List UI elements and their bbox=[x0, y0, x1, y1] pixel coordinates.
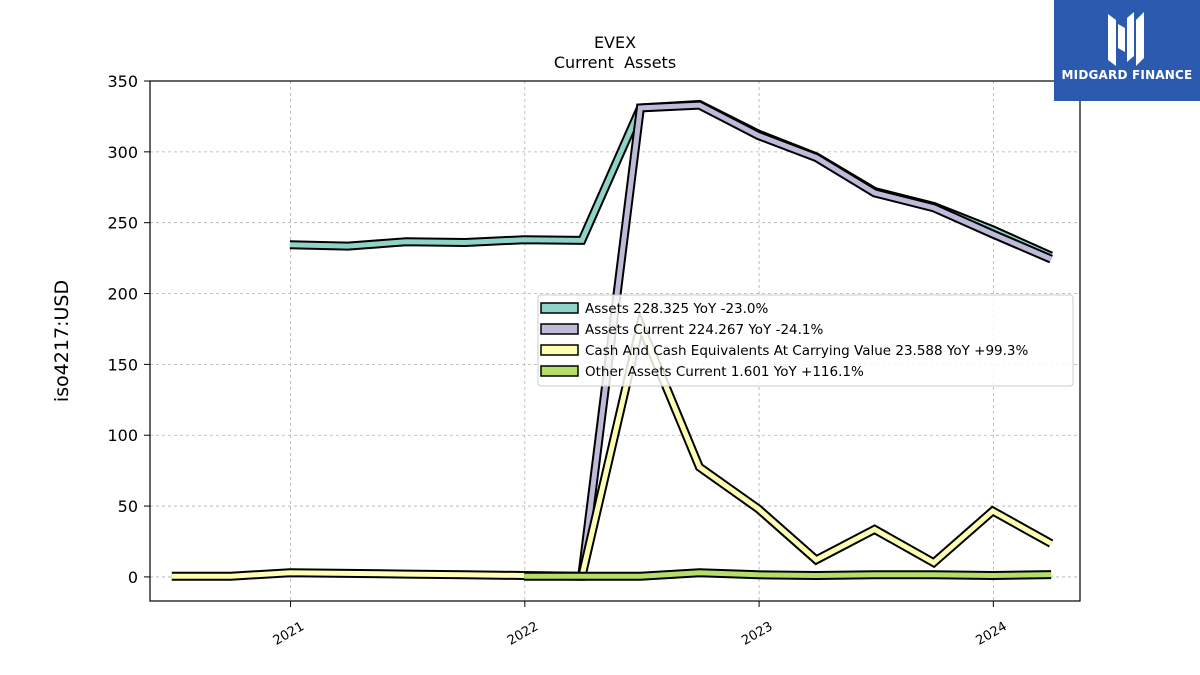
legend-label: Other Assets Current 1.601 YoY +116.1% bbox=[585, 364, 864, 380]
chart-title: EVEX bbox=[594, 33, 636, 52]
y-tick-label: 300 bbox=[107, 143, 138, 162]
series-2 bbox=[171, 310, 1054, 581]
legend-label: Assets Current 224.267 YoY -24.1% bbox=[585, 322, 824, 338]
brand-name: MIDGARD FINANCE bbox=[1061, 68, 1193, 82]
plot-frame bbox=[149, 80, 1081, 602]
y-axis-label: iso4217:USD bbox=[51, 280, 73, 402]
y-tick-label: 0 bbox=[128, 568, 138, 587]
legend-swatch bbox=[540, 365, 579, 377]
series-1 bbox=[577, 100, 1053, 576]
series-layer bbox=[171, 99, 1054, 581]
x-tick-label: 2022 bbox=[505, 619, 541, 649]
legend-label: Assets 228.325 YoY -23.0% bbox=[585, 301, 769, 317]
x-tick-label: 2023 bbox=[739, 619, 775, 649]
y-tick-label: 250 bbox=[107, 214, 138, 233]
legend-box bbox=[537, 294, 1074, 387]
y-tick-label: 50 bbox=[118, 497, 138, 516]
series-3 bbox=[524, 568, 1052, 581]
series-line-outline bbox=[289, 99, 1053, 261]
y-tick-label: 200 bbox=[107, 285, 138, 304]
series-line bbox=[171, 316, 1053, 579]
brand-logo-icon bbox=[1108, 12, 1144, 66]
legend-swatch bbox=[540, 323, 579, 335]
x-tick-label: 2021 bbox=[271, 619, 307, 649]
legend: Assets 228.325 YoY -23.0% Assets Current … bbox=[537, 294, 1074, 387]
x-tick-label: 2024 bbox=[974, 619, 1010, 649]
legend-swatch bbox=[540, 302, 579, 314]
chart-subtitle: Current Assets bbox=[554, 53, 676, 72]
y-tick-label: 100 bbox=[107, 426, 138, 445]
y-tick-label: 150 bbox=[107, 355, 138, 374]
series-line bbox=[579, 102, 1053, 576]
legend-label: Cash And Cash Equivalents At Carrying Va… bbox=[585, 343, 1029, 359]
legend-swatch bbox=[540, 344, 579, 356]
series-0 bbox=[289, 99, 1053, 261]
y-tick-label: 350 bbox=[107, 72, 138, 91]
series-line bbox=[289, 101, 1053, 259]
series-line bbox=[524, 570, 1052, 579]
brand-logo: MIDGARD FINANCE bbox=[1054, 0, 1200, 101]
